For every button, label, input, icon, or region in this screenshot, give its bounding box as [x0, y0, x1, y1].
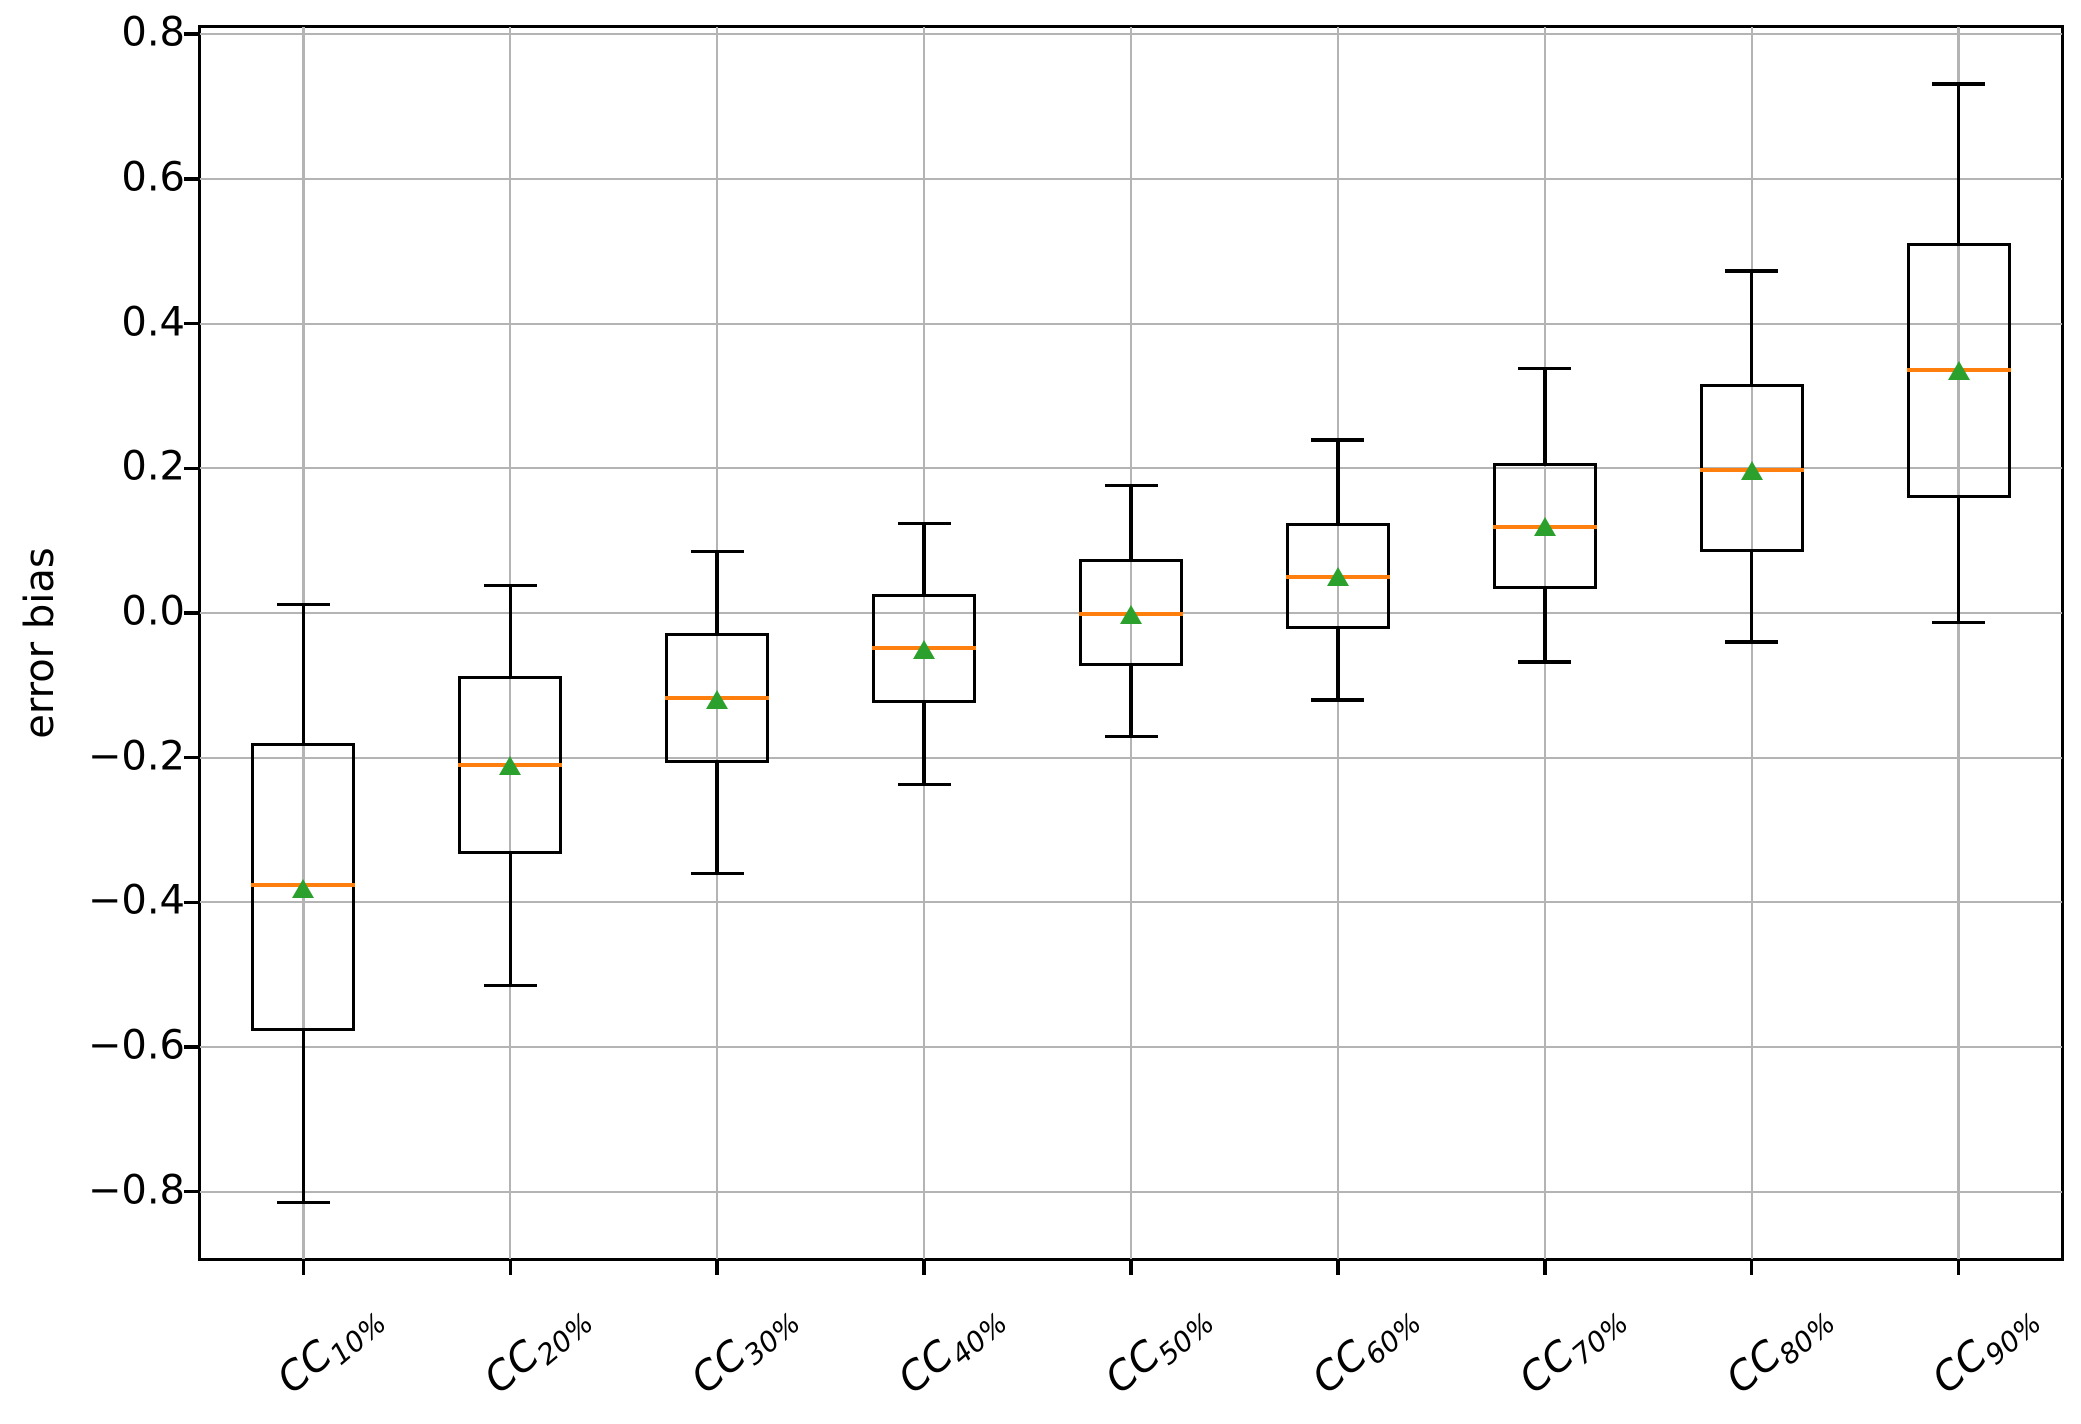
x-axis-tick: [1956, 1261, 1961, 1275]
lower-whisker: [301, 1031, 306, 1203]
lower-whisker-cap: [1932, 620, 1986, 625]
lower-whisker-cap: [276, 1200, 330, 1205]
v-gridline: [716, 27, 719, 1259]
lower-whisker: [1129, 665, 1133, 737]
lower-whisker-cap: [690, 871, 744, 876]
mean-triangle-marker: [499, 756, 522, 776]
y-axis-tick: [184, 321, 198, 326]
x-axis-tick: [508, 1261, 513, 1275]
mean-triangle-marker: [1326, 567, 1349, 587]
y-axis-tick: [184, 32, 198, 36]
upper-whisker-cap: [276, 602, 330, 607]
lower-whisker-cap: [1725, 640, 1779, 644]
y-tick-label: −0.8: [87, 1167, 185, 1214]
upper-whisker: [922, 523, 926, 595]
upper-whisker: [1336, 440, 1340, 524]
y-tick-label: 0.8: [121, 9, 185, 56]
upper-whisker-cap: [1311, 438, 1365, 442]
x-axis-tick: [1749, 1261, 1754, 1275]
mean-triangle-marker: [706, 690, 729, 710]
box: [251, 743, 356, 1032]
y-tick-label: −0.2: [87, 733, 185, 780]
x-axis-tick: [1336, 1261, 1340, 1275]
lower-whisker-cap: [1104, 734, 1158, 739]
x-axis-tick: [301, 1261, 306, 1275]
y-tick-label: 0.0: [121, 588, 185, 635]
mean-triangle-marker: [1120, 604, 1142, 624]
mean-triangle-marker: [1740, 460, 1763, 480]
upper-whisker-cap: [897, 521, 951, 526]
upper-whisker: [715, 551, 719, 634]
upper-whisker-cap: [1104, 483, 1158, 488]
y-tick-label: −0.6: [87, 1022, 185, 1069]
y-axis-tick: [184, 466, 198, 471]
upper-whisker: [508, 585, 513, 676]
lower-whisker: [1956, 497, 1961, 623]
x-tick-label-text: CC20%: [475, 1306, 600, 1403]
lower-whisker: [715, 763, 719, 874]
y-tick-label: 0.4: [121, 298, 185, 345]
x-axis-tick: [1543, 1261, 1547, 1275]
plot-area: [198, 25, 2064, 1261]
y-axis-tick: [184, 177, 198, 181]
y-axis-tick: [184, 1189, 198, 1194]
lower-whisker: [1336, 628, 1340, 700]
x-tick-label-text: CC50%: [1096, 1306, 1221, 1403]
lower-whisker: [1543, 589, 1547, 663]
x-tick-label-text: CC90%: [1924, 1306, 2049, 1403]
y-axis-tick: [184, 755, 198, 760]
y-axis-tick: [184, 900, 198, 905]
lower-whisker: [508, 853, 513, 986]
y-tick-label: 0.2: [121, 443, 185, 490]
x-axis-tick: [715, 1261, 719, 1275]
v-gridline: [1957, 27, 1960, 1259]
mean-triangle-marker: [292, 879, 315, 899]
x-axis-tick: [1129, 1261, 1133, 1275]
upper-whisker-cap: [1518, 366, 1572, 371]
x-tick-label-text: CC60%: [1303, 1306, 1428, 1403]
y-axis-tick: [184, 1045, 198, 1049]
mean-triangle-marker: [1947, 361, 1970, 381]
y-axis-label: error bias: [17, 547, 63, 739]
x-tick-label-text: CC70%: [1510, 1306, 1635, 1403]
upper-whisker: [301, 604, 306, 744]
x-tick-label-text: CC30%: [682, 1306, 807, 1403]
lower-whisker: [922, 702, 926, 785]
lower-whisker: [1749, 552, 1754, 642]
x-tick-label-text: CC40%: [889, 1306, 1014, 1403]
upper-whisker: [1956, 84, 1961, 244]
mean-triangle-marker: [1533, 516, 1556, 536]
y-tick-label: 0.6: [121, 154, 185, 201]
upper-whisker-cap: [690, 549, 744, 554]
x-tick-label-text: CC10%: [269, 1306, 393, 1403]
lower-whisker-cap: [897, 782, 951, 787]
upper-whisker: [1543, 368, 1547, 464]
upper-whisker: [1129, 485, 1133, 559]
upper-whisker: [1749, 270, 1754, 385]
x-tick-label-text: CC80%: [1717, 1306, 1842, 1403]
y-axis-tick: [184, 611, 198, 615]
upper-whisker-cap: [1932, 82, 1986, 86]
y-tick-label: −0.4: [87, 877, 185, 924]
mean-triangle-marker: [913, 639, 936, 659]
upper-whisker-cap: [483, 583, 537, 588]
lower-whisker-cap: [483, 983, 537, 988]
x-axis-tick: [922, 1261, 926, 1275]
upper-whisker-cap: [1725, 269, 1779, 273]
lower-whisker-cap: [1518, 660, 1572, 664]
lower-whisker-cap: [1311, 698, 1365, 702]
box: [1699, 384, 1804, 553]
v-gridline: [1129, 27, 1133, 1259]
